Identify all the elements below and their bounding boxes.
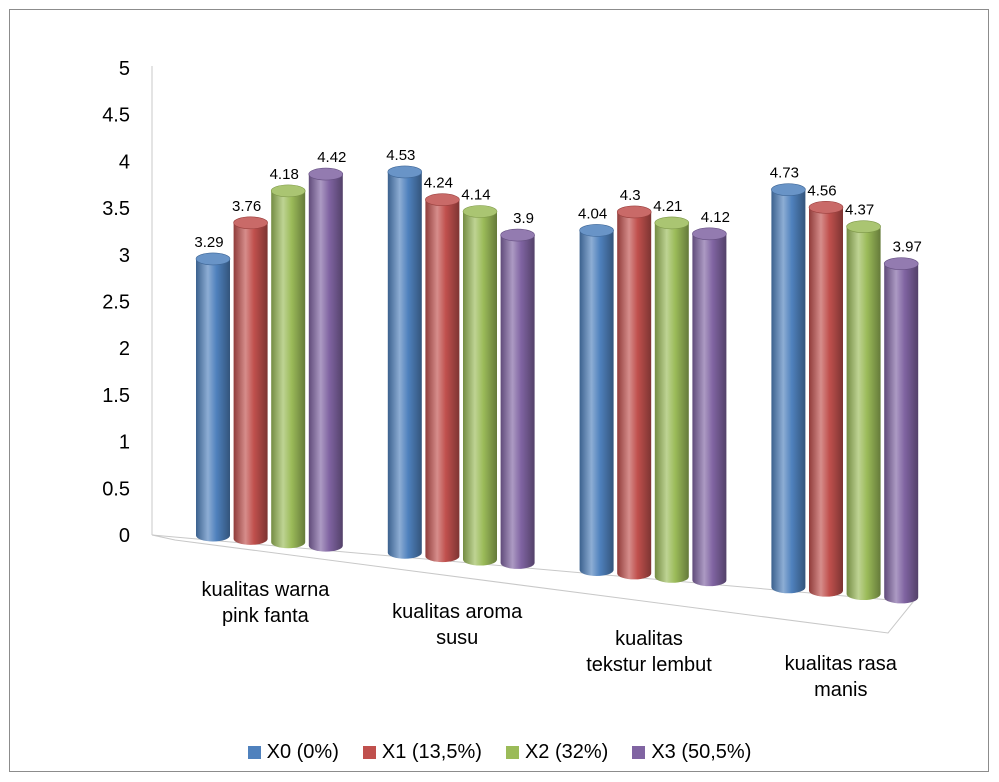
chart-legend: X0 (0%) X1 (13,5%) X2 (32%) X3 (50,5%) bbox=[0, 738, 999, 766]
bar bbox=[425, 193, 460, 563]
bar-top bbox=[195, 252, 231, 266]
legend-item: X3 (50,5%) bbox=[632, 741, 751, 764]
bar-top bbox=[808, 201, 844, 214]
bar-top bbox=[425, 193, 460, 207]
bar-top bbox=[308, 167, 344, 181]
bar bbox=[195, 252, 231, 542]
bar bbox=[270, 184, 306, 549]
bar-body bbox=[308, 174, 343, 552]
x-category-label: kualitas rasa manis bbox=[785, 653, 898, 701]
x-category-label: kualitas aroma susu bbox=[392, 601, 523, 649]
bar-top bbox=[387, 165, 423, 179]
bar-body bbox=[196, 258, 230, 542]
bar-body bbox=[500, 235, 535, 569]
y-tick-label: 0 bbox=[119, 525, 130, 547]
bar bbox=[308, 167, 344, 552]
y-tick-label: 5 bbox=[119, 58, 130, 80]
y-tick-label: 2 bbox=[119, 338, 130, 360]
legend-label: X3 (50,5%) bbox=[651, 740, 752, 763]
bar bbox=[692, 227, 727, 587]
bar bbox=[500, 228, 535, 569]
y-tick-label: 3 bbox=[119, 245, 130, 267]
bar bbox=[579, 224, 614, 577]
data-label: 4.42 bbox=[317, 149, 346, 166]
bar-top bbox=[233, 216, 268, 230]
bar-top bbox=[500, 228, 535, 242]
x-category-label: kualitas warna pink fanta bbox=[201, 579, 330, 627]
data-label: 4.21 bbox=[653, 198, 682, 215]
legend-item: X1 (13,5%) bbox=[362, 740, 482, 764]
y-tick-label: 4.5 bbox=[102, 105, 130, 127]
bar-body bbox=[425, 199, 460, 563]
y-tick-label: 1.5 bbox=[102, 385, 130, 407]
bar bbox=[846, 220, 881, 601]
bar-top bbox=[616, 205, 652, 219]
bar-body bbox=[387, 171, 422, 559]
data-label: 4.56 bbox=[807, 182, 836, 199]
bar-body bbox=[233, 222, 268, 545]
bar-top bbox=[883, 257, 919, 271]
legend-swatch bbox=[632, 745, 646, 759]
bar bbox=[616, 205, 652, 580]
legend-swatch bbox=[505, 745, 519, 759]
bar-body bbox=[809, 207, 843, 597]
data-label: 4.3 bbox=[620, 187, 641, 204]
data-label: 3.29 bbox=[194, 234, 223, 251]
bar-top bbox=[270, 184, 306, 198]
legend-label: X0 (0%) bbox=[266, 740, 339, 763]
bar-body bbox=[692, 233, 727, 587]
bar bbox=[233, 216, 268, 545]
bar bbox=[883, 257, 919, 604]
bar-top bbox=[654, 216, 690, 230]
bar-top bbox=[771, 183, 806, 196]
bar-body bbox=[463, 211, 497, 566]
data-label: 3.97 bbox=[893, 239, 922, 256]
data-label: 4.04 bbox=[578, 205, 607, 222]
legend-item: X2 (32%) bbox=[505, 740, 609, 764]
bar-body bbox=[654, 222, 689, 583]
bar bbox=[654, 216, 690, 583]
data-label: 4.53 bbox=[386, 147, 415, 164]
legend-label: X2 (32%) bbox=[524, 740, 609, 763]
bar-body bbox=[884, 263, 919, 604]
bar-body bbox=[579, 230, 614, 577]
data-label: 4.37 bbox=[845, 202, 874, 219]
bar bbox=[808, 201, 844, 597]
data-label: 4.24 bbox=[424, 175, 453, 192]
data-label: 4.18 bbox=[270, 166, 299, 183]
data-label: 4.14 bbox=[461, 187, 490, 204]
legend-item: X0 (0%) bbox=[247, 740, 339, 764]
bar bbox=[387, 165, 423, 559]
y-tick-label: 2.5 bbox=[102, 292, 130, 314]
bar-body bbox=[271, 190, 306, 549]
bar-top bbox=[846, 220, 881, 234]
data-label: 3.76 bbox=[232, 198, 261, 215]
bar bbox=[462, 205, 498, 566]
legend-swatch bbox=[247, 745, 261, 759]
bar bbox=[771, 183, 806, 594]
data-label: 3.9 bbox=[513, 210, 534, 227]
bar-top bbox=[692, 227, 727, 241]
data-label: 4.73 bbox=[770, 165, 799, 182]
legend-swatch bbox=[362, 745, 376, 759]
y-tick-label: 3.5 bbox=[102, 198, 130, 220]
x-category-label: kualitas tekstur lembut bbox=[586, 628, 712, 676]
bar-body bbox=[771, 189, 806, 594]
bar-top bbox=[579, 224, 614, 237]
y-tick-label: 1 bbox=[119, 432, 130, 454]
legend-label: X1 (13,5%) bbox=[381, 740, 482, 763]
bar-top bbox=[462, 205, 498, 218]
data-label: 4.12 bbox=[701, 209, 730, 226]
y-tick-label: 4 bbox=[119, 151, 130, 173]
bar-body bbox=[617, 211, 652, 580]
y-tick-label: 0.5 bbox=[102, 478, 130, 500]
bar-body bbox=[846, 226, 881, 601]
